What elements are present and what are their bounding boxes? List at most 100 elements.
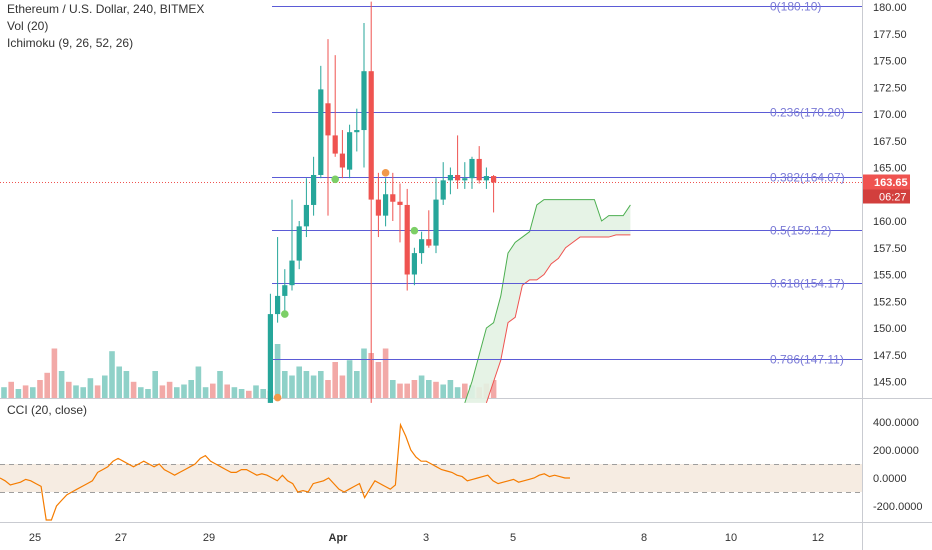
current-price-value: 163.65 xyxy=(874,177,908,189)
volume-bar xyxy=(433,381,439,398)
candle-body xyxy=(375,199,381,216)
ichimoku-legend[interactable]: Ichimoku (9, 26, 52, 26) xyxy=(7,36,134,50)
time-tick-label: 27 xyxy=(115,532,127,544)
signal-marker xyxy=(273,393,282,402)
countdown-badge xyxy=(863,189,910,204)
ichimoku-span-b xyxy=(485,234,631,404)
ichimoku-cloud-fill xyxy=(464,199,631,403)
volume-bar xyxy=(188,380,194,398)
candle-body xyxy=(311,174,317,205)
candle xyxy=(433,178,439,254)
candle xyxy=(397,183,403,243)
candle-body xyxy=(267,314,273,403)
candle xyxy=(325,39,331,216)
fib-label: 0.236(170.20) xyxy=(770,106,845,120)
price-tick-label: 160.00 xyxy=(873,216,907,228)
volume-bar xyxy=(80,387,86,398)
volume-bar xyxy=(282,371,288,398)
price-tick-label: 157.50 xyxy=(873,243,907,255)
candle-body xyxy=(433,199,439,246)
volume-bar xyxy=(159,385,166,398)
candle xyxy=(296,221,302,270)
candle-body xyxy=(368,71,374,200)
volume-bar xyxy=(1,387,7,398)
volume-bar xyxy=(454,387,461,398)
volume-bar xyxy=(318,371,324,398)
candle xyxy=(483,167,489,189)
volume-bar xyxy=(202,387,209,398)
volume-bar xyxy=(217,371,223,398)
cci-tick-label: 200.0000 xyxy=(873,445,919,457)
volume-bar xyxy=(102,375,108,398)
symbol-legend[interactable]: Ethereum / U.S. Dollar, 240, BITMEX xyxy=(7,2,205,16)
volume-bar xyxy=(339,375,346,398)
volume-bar xyxy=(30,387,36,398)
volume-legend[interactable]: Vol (20) xyxy=(7,19,49,33)
volume-bar xyxy=(440,384,446,398)
candle xyxy=(426,210,432,248)
candle-body xyxy=(404,204,410,275)
price-tick-label: 167.50 xyxy=(873,136,907,148)
volume-bar xyxy=(37,380,43,398)
candle xyxy=(447,167,453,195)
volume-bar xyxy=(22,385,29,398)
cci-tick-label: 400.0000 xyxy=(873,417,919,429)
time-tick-label: 5 xyxy=(510,532,516,544)
volume-bar xyxy=(224,384,230,398)
price-tick-label: 180.00 xyxy=(873,2,907,14)
candle-body xyxy=(469,158,475,179)
volume-bar xyxy=(490,380,497,398)
candle-body xyxy=(476,158,482,181)
volume-bar xyxy=(289,375,295,398)
volume-bar xyxy=(447,380,454,398)
fib-label: 0.618(154.17) xyxy=(770,277,845,291)
candle xyxy=(440,162,446,205)
candle-body xyxy=(447,174,453,181)
volume-bar xyxy=(390,380,396,398)
candle-body xyxy=(296,226,302,261)
candle xyxy=(339,130,345,179)
candle xyxy=(275,237,281,323)
signal-marker xyxy=(331,175,340,184)
candle-body xyxy=(275,295,281,315)
candle xyxy=(383,178,389,227)
volume-bar xyxy=(66,381,72,398)
signal-marker xyxy=(410,226,419,235)
volume-bar xyxy=(109,351,115,398)
candle xyxy=(332,55,338,157)
price-tick-label: 177.50 xyxy=(873,29,907,41)
candle xyxy=(404,188,410,291)
candle-body xyxy=(282,285,288,296)
current-price-badge xyxy=(863,174,910,190)
bar-countdown: 06:27 xyxy=(879,192,907,204)
price-tick-label: 155.00 xyxy=(873,270,907,282)
cci-band xyxy=(0,464,862,492)
candle-body xyxy=(289,260,295,286)
candle xyxy=(303,178,309,238)
volume-bar xyxy=(411,380,418,398)
volume-bar xyxy=(73,385,79,398)
fib-levels: 0(180.10) 0.236(170.20) 0.382(164.07) 0.5(1… xyxy=(272,0,862,367)
volume-bar xyxy=(382,348,389,398)
volume-bar xyxy=(354,371,360,398)
candle xyxy=(390,172,396,221)
volume-bar xyxy=(210,383,216,398)
candle xyxy=(282,269,288,312)
volume-bar xyxy=(397,383,403,398)
fib-label: 0.5(159.12) xyxy=(770,224,831,238)
cci-tick-label: -200.0000 xyxy=(873,501,923,513)
candle-body xyxy=(332,135,338,154)
candle xyxy=(311,156,317,216)
time-tick-label: 8 xyxy=(641,532,647,544)
cci-line xyxy=(0,422,570,521)
candle xyxy=(419,231,425,264)
volume-bar xyxy=(332,362,338,398)
cci-legend[interactable]: CCI (20, close) xyxy=(7,403,88,417)
price-tick-label: 150.00 xyxy=(873,323,907,335)
volume-bar xyxy=(195,366,202,398)
candle xyxy=(375,172,381,238)
signal-marker xyxy=(281,310,289,318)
candle-body xyxy=(440,180,446,200)
volume-bar xyxy=(346,360,353,398)
